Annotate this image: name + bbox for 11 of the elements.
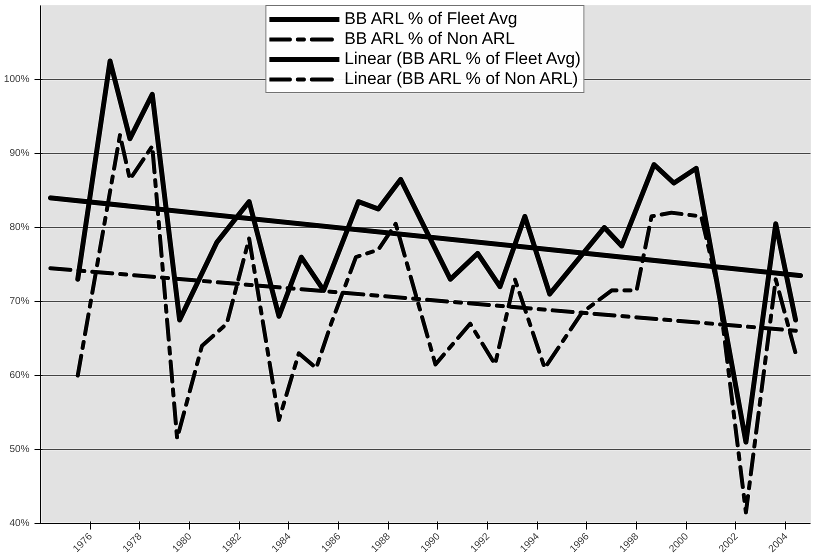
y-tick-label: 70% xyxy=(9,296,30,307)
y-tick-label: 90% xyxy=(9,148,30,159)
legend-label: Linear (BB ARL % of Fleet Avg) xyxy=(344,49,581,69)
y-tick-label: 100% xyxy=(4,74,30,85)
legend-label: BB ARL % of Non ARL xyxy=(344,29,515,49)
y-tick-label: 80% xyxy=(9,222,30,233)
legend-label: Linear (BB ARL % of Non ARL) xyxy=(344,69,578,89)
y-tick-label: 60% xyxy=(9,370,30,381)
y-tick-label: 40% xyxy=(9,518,30,529)
y-tick-label: 50% xyxy=(9,444,30,455)
legend-label: BB ARL % of Fleet Avg xyxy=(344,9,518,29)
